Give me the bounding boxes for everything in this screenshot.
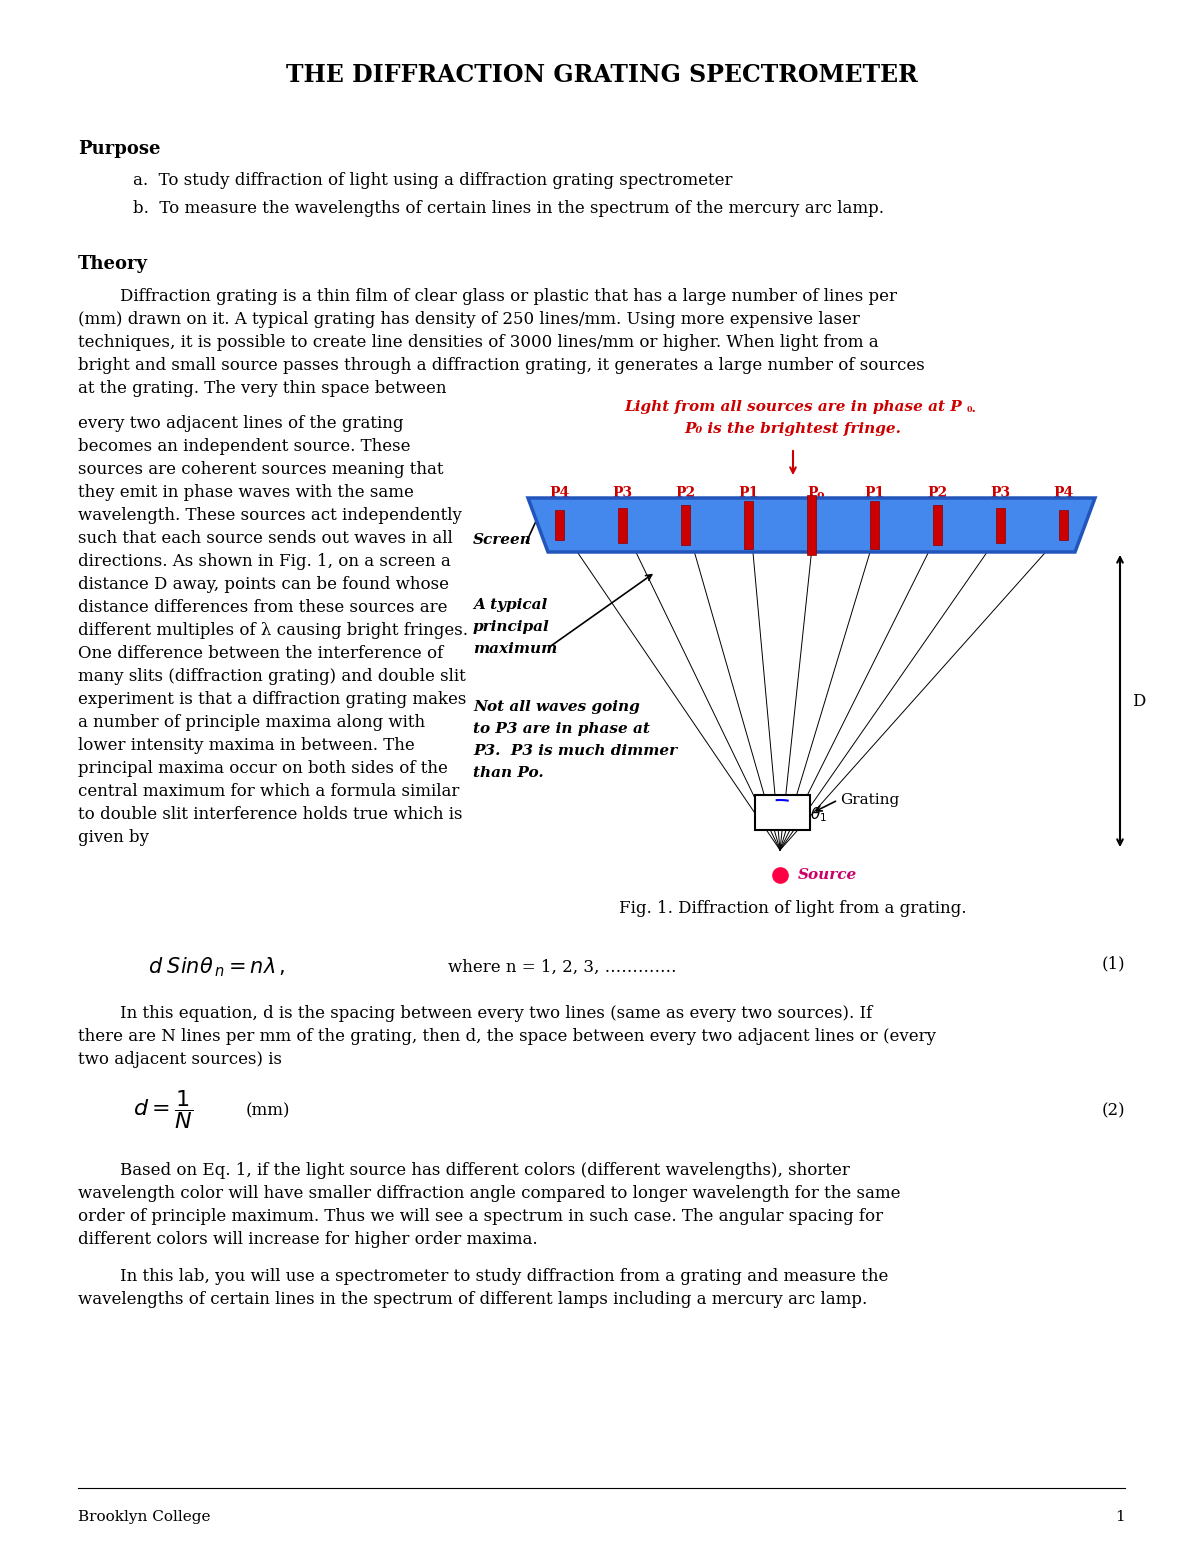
Text: Not all waves going: Not all waves going <box>473 700 640 714</box>
Text: Screen: Screen <box>473 533 532 547</box>
Text: Based on Eq. 1, if the light source has different colors (different wavelengths): Based on Eq. 1, if the light source has … <box>78 1162 850 1179</box>
Text: they emit in phase waves with the same: they emit in phase waves with the same <box>78 485 414 502</box>
Text: P2: P2 <box>676 486 696 500</box>
Text: a.  To study diffraction of light using a diffraction grating spectrometer: a. To study diffraction of light using a… <box>133 172 732 189</box>
Text: In this lab, you will use a spectrometer to study diffraction from a grating and: In this lab, you will use a spectrometer… <box>78 1267 888 1284</box>
Text: (1): (1) <box>1102 955 1126 972</box>
Text: $d = \dfrac{1}{N}$: $d = \dfrac{1}{N}$ <box>133 1089 193 1131</box>
Text: (mm) drawn on it. A typical grating has density of 250 lines/mm. Using more expe: (mm) drawn on it. A typical grating has … <box>78 311 860 328</box>
Bar <box>808 495 816 554</box>
Text: a number of principle maxima along with: a number of principle maxima along with <box>78 714 425 731</box>
Text: becomes an independent source. These: becomes an independent source. These <box>78 438 410 455</box>
Text: P3: P3 <box>612 486 632 500</box>
Text: One difference between the interference of: One difference between the interference … <box>78 644 443 662</box>
Text: maximum: maximum <box>473 641 557 655</box>
Text: D: D <box>1132 693 1145 710</box>
Text: o: o <box>816 489 824 500</box>
Text: P1: P1 <box>864 486 884 500</box>
Text: P4: P4 <box>550 486 570 500</box>
Text: Brooklyn College: Brooklyn College <box>78 1510 210 1523</box>
Bar <box>618 508 628 542</box>
Text: such that each source sends out waves in all: such that each source sends out waves in… <box>78 530 452 547</box>
Bar <box>870 502 878 550</box>
Text: to P3 are in phase at: to P3 are in phase at <box>473 722 650 736</box>
Text: Theory: Theory <box>78 255 148 273</box>
Polygon shape <box>528 499 1096 551</box>
Text: order of principle maximum. Thus we will see a spectrum in such case. The angula: order of principle maximum. Thus we will… <box>78 1208 883 1225</box>
Text: P3: P3 <box>990 486 1010 500</box>
Text: many slits (diffraction grating) and double slit: many slits (diffraction grating) and dou… <box>78 668 466 685</box>
Text: (2): (2) <box>1102 1103 1126 1120</box>
Text: P: P <box>808 486 818 500</box>
Bar <box>1060 509 1068 540</box>
Text: distance differences from these sources are: distance differences from these sources … <box>78 599 448 617</box>
Text: experiment is that a diffraction grating makes: experiment is that a diffraction grating… <box>78 691 467 708</box>
Text: b.  To measure the wavelengths of certain lines in the spectrum of the mercury a: b. To measure the wavelengths of certain… <box>133 200 884 217</box>
Text: there are N lines per mm of the grating, then d, the space between every two adj: there are N lines per mm of the grating,… <box>78 1028 936 1045</box>
Text: every two adjacent lines of the grating: every two adjacent lines of the grating <box>78 415 403 432</box>
Text: central maximum for which a formula similar: central maximum for which a formula simi… <box>78 783 460 800</box>
Text: at the grating. The very thin space between: at the grating. The very thin space betw… <box>78 380 446 398</box>
Text: distance D away, points can be found whose: distance D away, points can be found who… <box>78 576 449 593</box>
Text: to double slit interference holds true which is: to double slit interference holds true w… <box>78 806 462 823</box>
Text: principal: principal <box>473 620 550 634</box>
Text: Purpose: Purpose <box>78 140 161 158</box>
Text: Light from all sources are in phase at P: Light from all sources are in phase at P <box>624 401 962 415</box>
Text: principal maxima occur on both sides of the: principal maxima occur on both sides of … <box>78 759 448 776</box>
Text: ₀.: ₀. <box>967 402 977 415</box>
Bar <box>554 509 564 540</box>
Text: THE DIFFRACTION GRATING SPECTROMETER: THE DIFFRACTION GRATING SPECTROMETER <box>286 64 917 87</box>
Text: Grating: Grating <box>840 794 899 808</box>
Text: P3.  P3 is much dimmer: P3. P3 is much dimmer <box>473 744 677 758</box>
Text: P₀ is the brightest fringe.: P₀ is the brightest fringe. <box>684 422 901 436</box>
Text: given by: given by <box>78 829 149 846</box>
Text: $d\;Sin\theta_{\,n} = n\lambda\,,$: $d\;Sin\theta_{\,n} = n\lambda\,,$ <box>148 955 286 978</box>
Bar <box>996 508 1006 542</box>
Text: P4: P4 <box>1054 486 1074 500</box>
Text: than Po.: than Po. <box>473 766 544 780</box>
Text: wavelengths of certain lines in the spectrum of different lamps including a merc: wavelengths of certain lines in the spec… <box>78 1291 868 1308</box>
Text: In this equation, d is the spacing between every two lines (same as every two so: In this equation, d is the spacing betwe… <box>78 1005 872 1022</box>
Text: lower intensity maxima in between. The: lower intensity maxima in between. The <box>78 738 415 755</box>
Text: techniques, it is possible to create line densities of 3000 lines/mm or higher. : techniques, it is possible to create lin… <box>78 334 878 351</box>
Text: bright and small source passes through a diffraction grating, it generates a lar: bright and small source passes through a… <box>78 357 925 374</box>
Text: two adjacent sources) is: two adjacent sources) is <box>78 1051 282 1068</box>
Text: different colors will increase for higher order maxima.: different colors will increase for highe… <box>78 1232 538 1249</box>
Bar <box>682 505 690 545</box>
Text: sources are coherent sources meaning that: sources are coherent sources meaning tha… <box>78 461 444 478</box>
Bar <box>744 502 754 550</box>
Text: where n = 1, 2, 3, ………….: where n = 1, 2, 3, …………. <box>448 960 677 975</box>
Text: Fig. 1. Diffraction of light from a grating.: Fig. 1. Diffraction of light from a grat… <box>619 901 967 916</box>
Bar <box>755 795 810 829</box>
Text: wavelength color will have smaller diffraction angle compared to longer waveleng: wavelength color will have smaller diffr… <box>78 1185 900 1202</box>
Text: $\theta_1$: $\theta_1$ <box>810 806 827 825</box>
Text: P2: P2 <box>928 486 948 500</box>
Text: different multiples of λ causing bright fringes.: different multiples of λ causing bright … <box>78 623 468 638</box>
Text: wavelength. These sources act independently: wavelength. These sources act independen… <box>78 506 462 523</box>
Text: Diffraction grating is a thin film of clear glass or plastic that has a large nu: Diffraction grating is a thin film of cl… <box>78 287 898 304</box>
Text: A typical: A typical <box>473 598 547 612</box>
Text: (mm): (mm) <box>246 1103 290 1120</box>
Text: P1: P1 <box>738 486 758 500</box>
Bar <box>934 505 942 545</box>
Text: directions. As shown in Fig. 1, on a screen a: directions. As shown in Fig. 1, on a scr… <box>78 553 451 570</box>
Text: Source: Source <box>798 868 857 882</box>
Text: 1: 1 <box>1115 1510 1126 1523</box>
